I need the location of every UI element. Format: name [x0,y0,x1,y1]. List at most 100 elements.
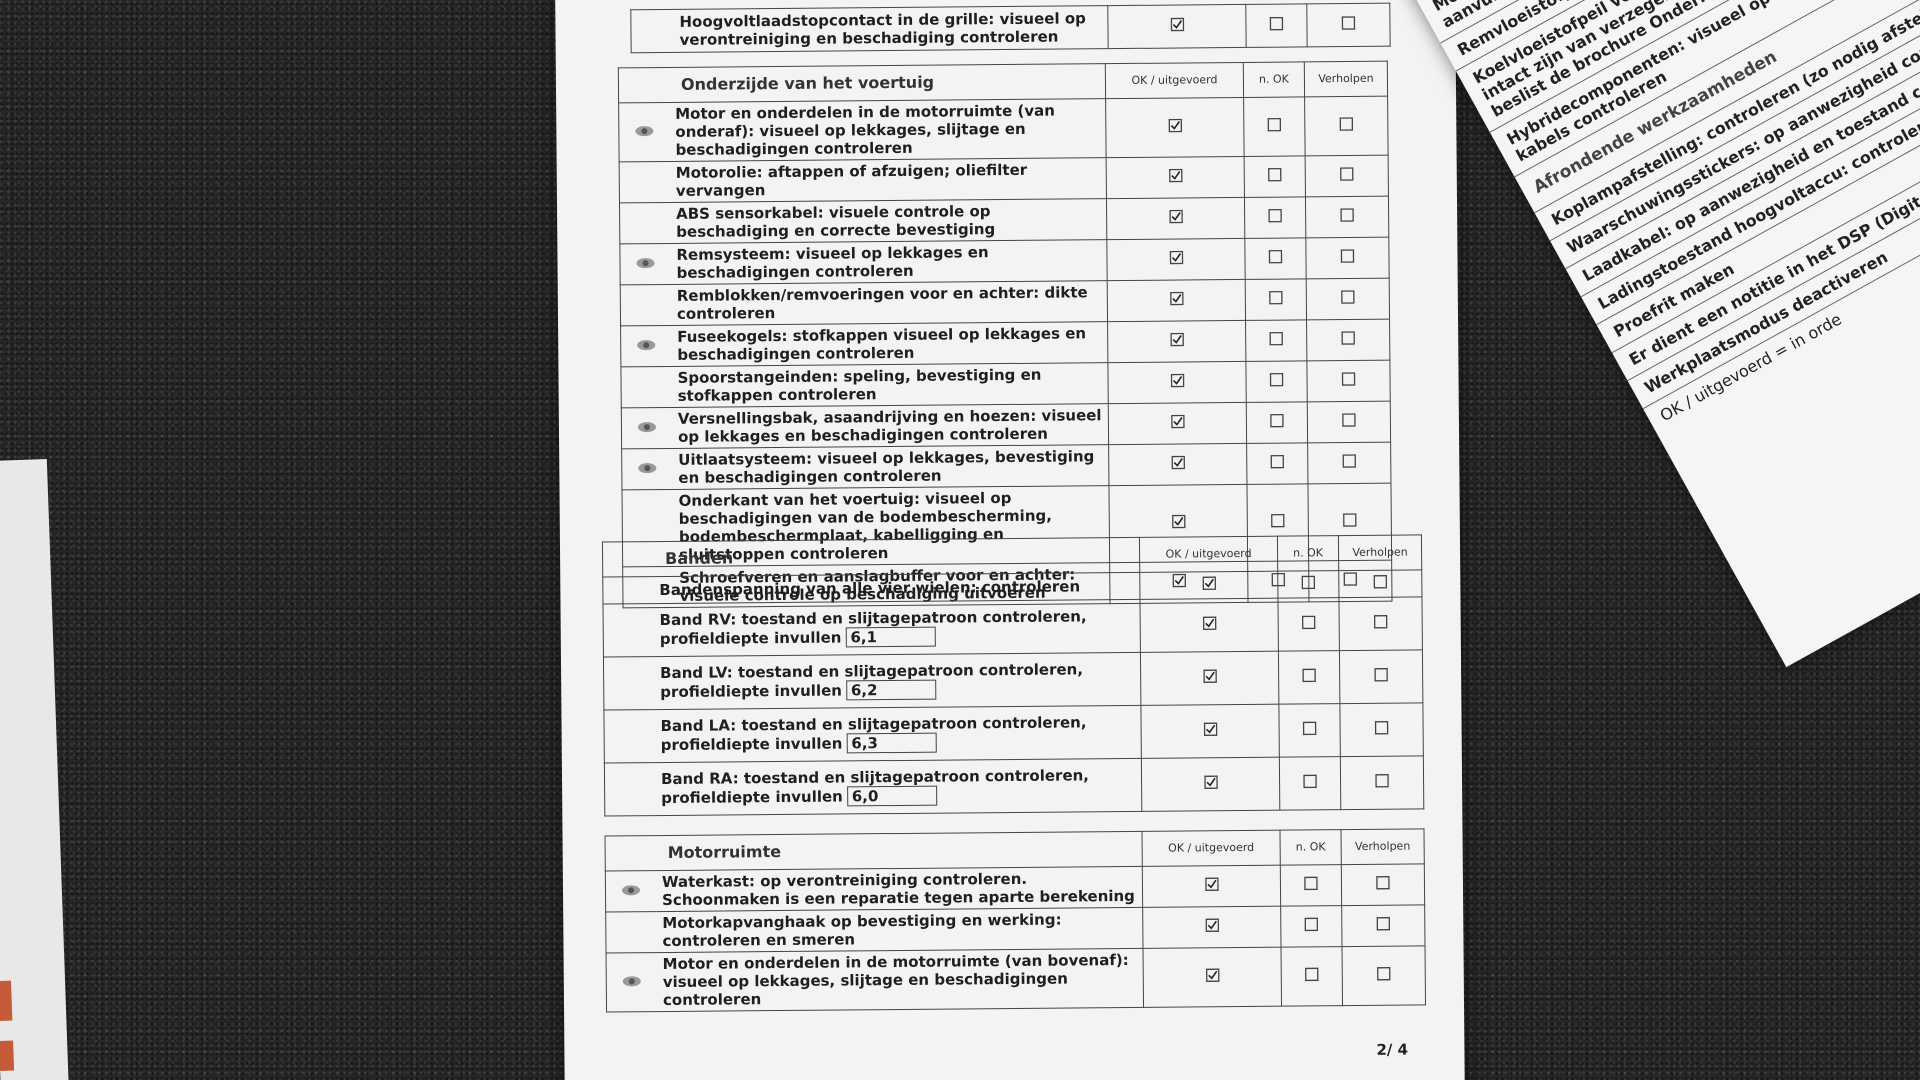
checkbox-checked [1168,209,1183,224]
item-text: Motor en onderdelen in de motorruimte (v… [662,950,1129,1010]
checklist-row: Versnellingsbak, asaandrijving en hoezen… [621,401,1391,449]
checkbox-cell [1338,569,1422,598]
checkbox [1373,575,1388,589]
icon-cell [620,284,672,326]
checkbox-checked [1168,118,1182,133]
checkbox-cell [1244,155,1306,198]
checkbox-checked [1171,514,1186,529]
eye-icon [636,258,655,269]
column-header: n. OK [1277,535,1339,572]
item-cell: Motorkapvanghaak op bevestiging en werki… [656,907,1144,953]
item-text: Spoorstangeinden: speling, bevestiging e… [677,365,1042,405]
checkbox-cell [1340,755,1424,810]
column-header: n. OK [1279,829,1342,866]
checklist-row: Band LA: toestand en slijtagepatroon con… [603,702,1424,764]
section-title: Motorruimte [655,831,1143,871]
checkbox-cell [1280,905,1343,948]
item-cell: Motorolie: aftappen of afzuigen; oliefil… [669,157,1107,203]
checkbox-cell [1141,757,1280,812]
checklist-row: Fuseekogels: stofkappen visueel op lekka… [620,319,1390,367]
item-text: Hoogvoltlaadstopcontact in de grille: vi… [630,5,1109,53]
checkbox-cell [1139,571,1278,600]
checkbox [1301,575,1316,590]
icon-cell [605,835,656,872]
item-text: ABS sensorkabel: visuele controle op bes… [676,202,996,241]
column-header: Verholpen [1304,61,1388,97]
checkbox [1374,668,1388,682]
checklist-row: Onderkant van het voertuig: visueel op b… [621,483,1392,567]
checkbox [1304,876,1318,891]
item-cell: Band LV: toestand en slijtagepatroon con… [653,652,1141,710]
section-table: Onderzijde van het voertuig OK / uitgevoe… [618,61,1393,609]
section-title: Banden [652,537,1140,577]
checklist-row: Motorkapvanghaak op bevestiging en werki… [605,904,1426,954]
checkbox-cell [1246,442,1308,485]
icon-cell [602,576,654,605]
checkbox-cell [1107,320,1246,363]
icon-cell [602,603,654,658]
eye-icon [622,976,641,987]
column-header: OK / uitgevoerd [1105,62,1244,99]
icon-cell [605,911,657,954]
page-number: 2/ 4 [1376,1040,1409,1059]
checkbox [1377,967,1391,981]
checkbox-cell [1342,945,1426,1006]
checkbox-cell [1244,237,1307,280]
checkbox-cell [1106,238,1246,281]
item-cell: Uitlaatsysteem: visueel op lekkages, bev… [672,444,1109,490]
checklist-row: Remblokken/remvoeringen voor en achter: … [620,278,1390,326]
checkbox-cell [1108,402,1247,445]
checkbox-cell [1341,904,1426,947]
item-cell: Waterkast: op verontreiniging controlere… [655,866,1143,912]
checklist-row: Band RA: toestand en slijtagepatroon con… [604,755,1424,817]
checklist-row: Remsysteem: visueel op lekkages en besch… [619,237,1390,285]
checkbox [1342,454,1356,468]
icon-cell [605,870,657,913]
profile-depth: 6,1 [845,626,936,648]
checkbox-cell [1139,598,1279,653]
icon-cell [604,762,656,817]
checkbox [1341,16,1356,30]
checkbox-checked [1205,918,1219,932]
checklist-row: Motor en onderdelen in de motorruimte (v… [618,96,1389,162]
icon-cell [620,325,672,367]
checkbox-cell [1308,560,1392,602]
checkbox-checked [1202,576,1216,590]
checkbox-cell [1280,864,1342,907]
item-cell: Band LA: toestand en slijtagepatroon con… [654,705,1142,763]
checkbox [1270,413,1284,428]
checkbox-cell [1108,484,1248,563]
checkbox [1268,167,1282,182]
item-text: Remsysteem: visueel op lekkages en besch… [676,243,989,282]
checkbox-cell [1140,651,1279,706]
checklist-row: Motorolie: aftappen of afzuigen; oliefil… [619,155,1389,203]
eye-icon [635,126,654,137]
checklist-row: Spoorstangeinden: speling, bevestiging e… [620,360,1391,408]
item-cell: Band RA: toestand en slijtagepatroon con… [654,758,1142,816]
checkbox [1302,721,1317,736]
checkbox [1341,372,1356,386]
checkbox-cell [1339,649,1423,704]
checkbox-cell [1307,483,1392,561]
checkbox-cell [1305,196,1389,238]
checkbox-cell [1305,237,1390,279]
checkbox [1339,117,1354,131]
item-text: Versnellingsbak, asaandrijving en hoezen… [677,406,1102,446]
checkbox [1342,413,1356,427]
checkbox [1270,454,1284,469]
section-title: Onderzijde van het voertuig [668,63,1106,103]
icon-cell [621,448,673,490]
item-text: Motorolie: aftappen of afzuigen; oliefil… [675,160,1028,200]
checkbox-cell [1277,597,1340,652]
checkbox [1375,774,1389,788]
checkbox-cell [1245,278,1307,321]
checkbox-cell [1107,361,1247,404]
eye-icon [637,422,656,433]
checkbox [1376,876,1390,890]
item-cell: Bandenspanning van alle vier wielen: con… [653,572,1140,604]
checkbox-cell [1106,197,1245,240]
checkbox-checked [1203,722,1217,736]
checkbox-cell [1341,863,1425,906]
checkbox-checked [1202,669,1217,683]
icon-cell [602,541,654,578]
